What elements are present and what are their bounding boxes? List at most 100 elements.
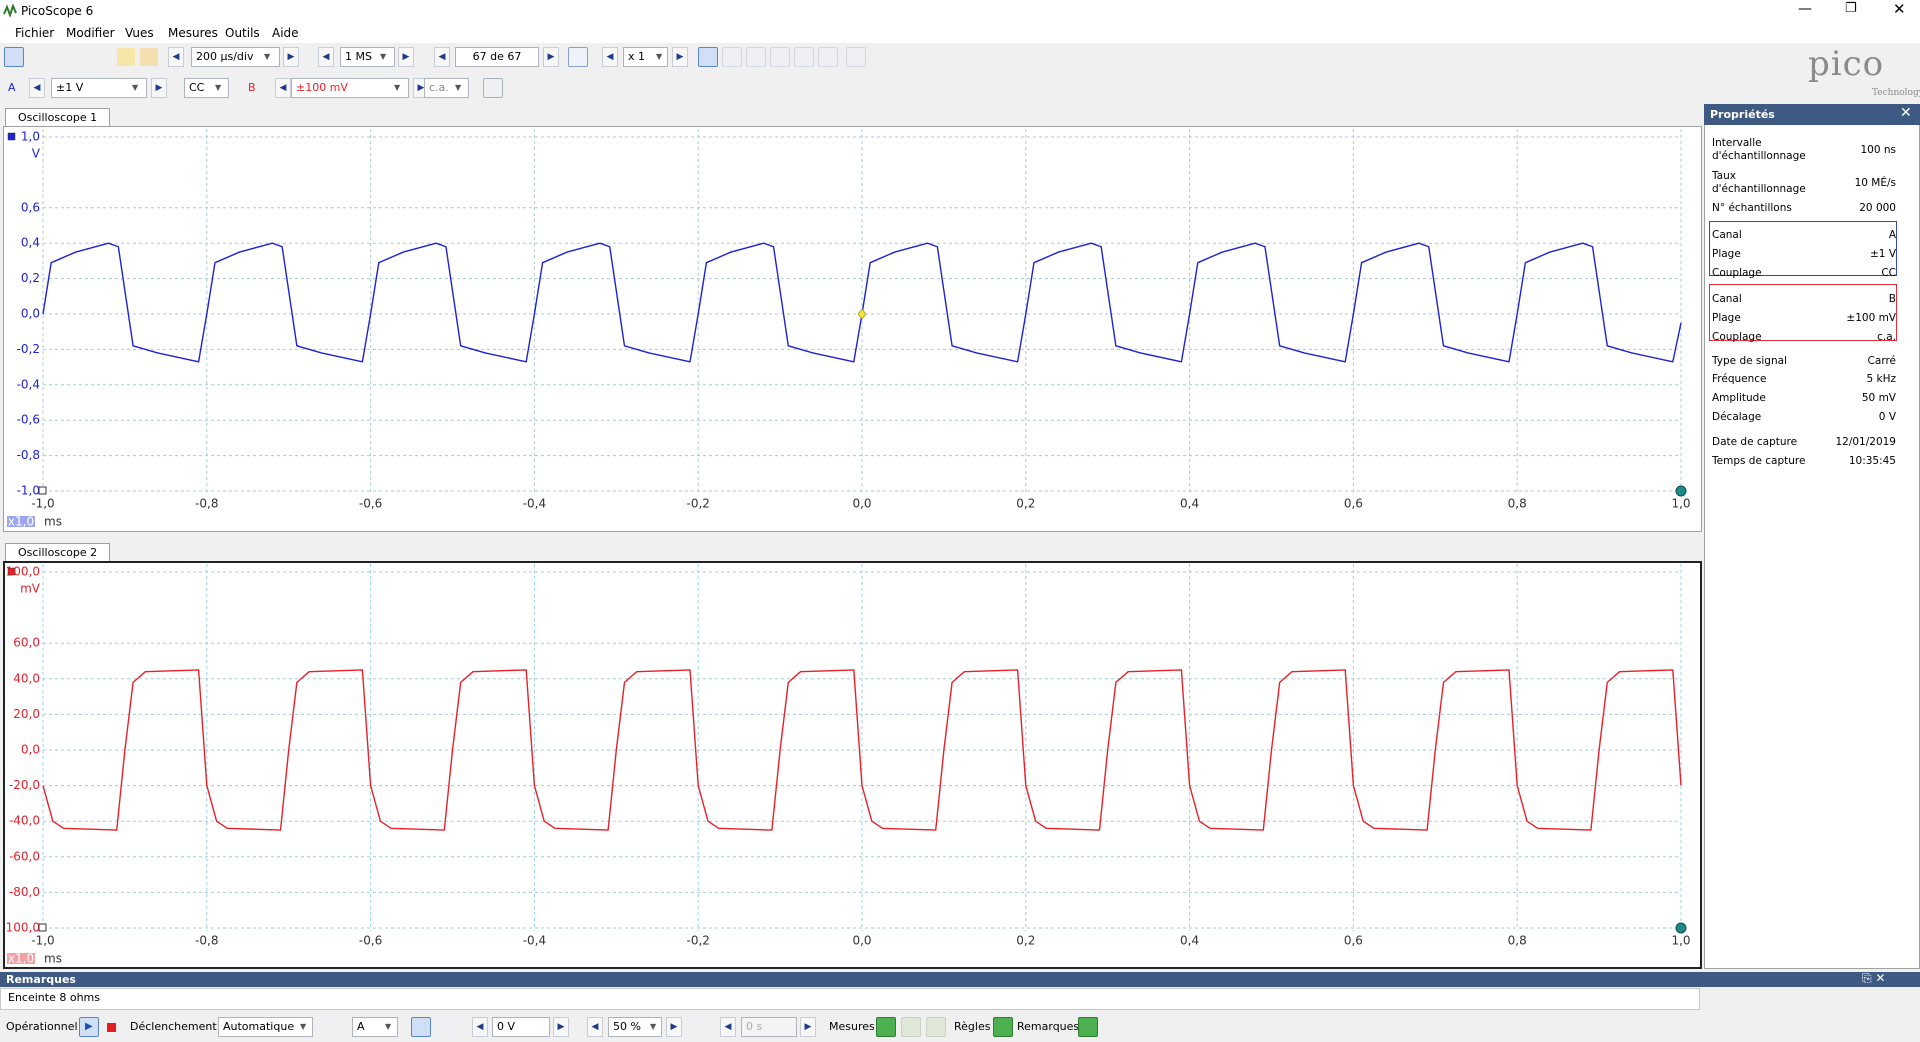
- property-label: Intervalle d'échantillonnage: [1712, 137, 1806, 162]
- close[interactable]: ✕: [1893, 0, 1906, 18]
- end-marker: [1675, 922, 1687, 934]
- arrow-button[interactable]: ▶: [672, 47, 688, 67]
- samples-field[interactable]: 1 MS: [340, 47, 395, 67]
- zoom-tool-button[interactable]: [818, 47, 838, 67]
- run-button[interactable]: ▶: [79, 1017, 99, 1037]
- dropdown-caret[interactable]: ▼: [264, 52, 271, 61]
- arrow-button[interactable]: ◀: [29, 78, 45, 98]
- zoom-tool-button[interactable]: [722, 47, 742, 67]
- coupling-field[interactable]: CC: [184, 78, 229, 98]
- channel-b-box: [1709, 284, 1897, 341]
- x-tick-label: -1,0: [31, 934, 54, 948]
- dropdown-caret[interactable]: ▼: [215, 83, 222, 92]
- channel-letter[interactable]: B: [248, 81, 256, 94]
- arrow-button[interactable]: ◀: [602, 47, 618, 67]
- property-label: Date de capture: [1712, 436, 1798, 448]
- arrow-button[interactable]: ◀: [720, 1017, 736, 1037]
- arrow-button[interactable]: ◀: [318, 47, 334, 67]
- falling-edge-button[interactable]: [437, 1017, 457, 1037]
- scope-tab[interactable]: Oscilloscope 2: [5, 543, 111, 561]
- zoom-tool-button[interactable]: [770, 47, 790, 67]
- arrow-button[interactable]: ◀: [587, 1017, 603, 1037]
- minimize[interactable]: —: [1798, 1, 1812, 17]
- arrow-button[interactable]: ▶: [398, 47, 414, 67]
- zoom-tool-button[interactable]: [794, 47, 814, 67]
- arrow-button[interactable]: ◀: [472, 1017, 488, 1037]
- dropdown-caret[interactable]: ▼: [385, 1022, 392, 1031]
- menu-item[interactable]: Aide: [272, 26, 299, 40]
- threshold-field[interactable]: 0 V: [492, 1017, 550, 1037]
- dropdown-caret[interactable]: ▼: [300, 1022, 307, 1031]
- navigate-button[interactable]: [568, 47, 588, 67]
- menu-item[interactable]: Fichier: [15, 26, 55, 40]
- rising-edge-button[interactable]: [411, 1017, 431, 1037]
- range-field[interactable]: ±1 V: [51, 78, 147, 98]
- property-value: 0 V: [1878, 411, 1896, 423]
- edit-measure-button[interactable]: [901, 1017, 921, 1037]
- delete-measure-button[interactable]: [926, 1017, 946, 1037]
- dropdown-caret[interactable]: ▼: [650, 1022, 657, 1031]
- range-field[interactable]: ±100 mV: [291, 78, 409, 98]
- remarks-box[interactable]: [0, 988, 1700, 1010]
- trigger-channel-field[interactable]: A: [352, 1017, 398, 1037]
- add-measure-button[interactable]: [876, 1017, 896, 1037]
- zoom-tool-button[interactable]: [846, 47, 866, 67]
- properties-close[interactable]: ✕: [1900, 105, 1912, 121]
- arrow-button[interactable]: ◀: [168, 47, 184, 67]
- arrow-button[interactable]: ▶: [283, 47, 299, 67]
- menu-item[interactable]: Modifier: [66, 26, 115, 40]
- home-button[interactable]: [139, 47, 159, 67]
- rulers-button[interactable]: [993, 1017, 1013, 1037]
- dropdown-caret[interactable]: ▼: [132, 83, 139, 92]
- trigger-settings-button[interactable]: [321, 1017, 341, 1037]
- notes-button[interactable]: [1078, 1017, 1098, 1037]
- dropdown-caret[interactable]: ▼: [455, 83, 462, 92]
- scope-panel: [3, 561, 1702, 969]
- delay-field[interactable]: 0 s: [741, 1017, 797, 1037]
- property-label: Couplage: [1712, 331, 1762, 343]
- maximize[interactable]: ❐: [1845, 1, 1857, 16]
- dropdown-caret[interactable]: ▼: [380, 52, 387, 61]
- property-value: ±100 mV: [1846, 312, 1896, 324]
- stop-button[interactable]: [101, 1017, 121, 1037]
- coupling-field[interactable]: c.a.: [424, 78, 469, 98]
- arrow-button[interactable]: ▶: [800, 1017, 816, 1037]
- trigger-mode-field[interactable]: Automatique: [218, 1017, 313, 1037]
- probe-button[interactable]: [116, 47, 136, 67]
- arrow-button[interactable]: ▶: [151, 78, 167, 98]
- math-channel-button[interactable]: [483, 78, 503, 98]
- trigger-timing-button[interactable]: [690, 1017, 710, 1037]
- view-mode-button[interactable]: [82, 47, 102, 67]
- zoom-tool-button[interactable]: [698, 47, 718, 67]
- zoom-tool-button[interactable]: [746, 47, 766, 67]
- y-unit: V: [32, 147, 41, 161]
- zoom-field[interactable]: x 1: [623, 47, 668, 67]
- x-unit: ms: [44, 952, 62, 966]
- menu-bar: [0, 22, 1920, 43]
- menu-item[interactable]: Outils: [225, 26, 260, 40]
- view-mode-button[interactable]: [30, 47, 50, 67]
- dropdown-caret[interactable]: ▼: [394, 83, 401, 92]
- arrow-button[interactable]: ▶: [553, 1017, 569, 1037]
- remarks-controls[interactable]: ⎘ ✕: [1862, 971, 1886, 985]
- view-mode-button[interactable]: [54, 47, 74, 67]
- arrow-button[interactable]: ▶: [543, 47, 559, 67]
- view-mode-button[interactable]: [4, 47, 24, 67]
- y-tick-label: 0,4: [21, 236, 40, 250]
- arrow-button[interactable]: ◀: [275, 78, 291, 98]
- notes-label[interactable]: Remarques: [1017, 1020, 1080, 1033]
- channel-letter[interactable]: A: [8, 81, 16, 94]
- arrow-button[interactable]: ▶: [666, 1017, 682, 1037]
- rulers-label[interactable]: Règles: [954, 1020, 991, 1033]
- timebase-field[interactable]: 200 µs/div: [191, 47, 280, 67]
- measures-label[interactable]: Mesures: [829, 1020, 875, 1033]
- arrow-button[interactable]: ◀: [434, 47, 450, 67]
- x-tick-label: 0,2: [1016, 497, 1035, 511]
- menu-item[interactable]: Mesures: [168, 26, 218, 40]
- menu-item[interactable]: Vues: [125, 26, 154, 40]
- buffer-field[interactable]: 67 de 67: [455, 47, 539, 67]
- y-tick-label: -20,0: [9, 778, 40, 792]
- dropdown-caret[interactable]: ▼: [656, 52, 663, 61]
- scope-tab[interactable]: Oscilloscope 1: [5, 108, 111, 126]
- pre-trigger-field[interactable]: 50 %: [608, 1017, 662, 1037]
